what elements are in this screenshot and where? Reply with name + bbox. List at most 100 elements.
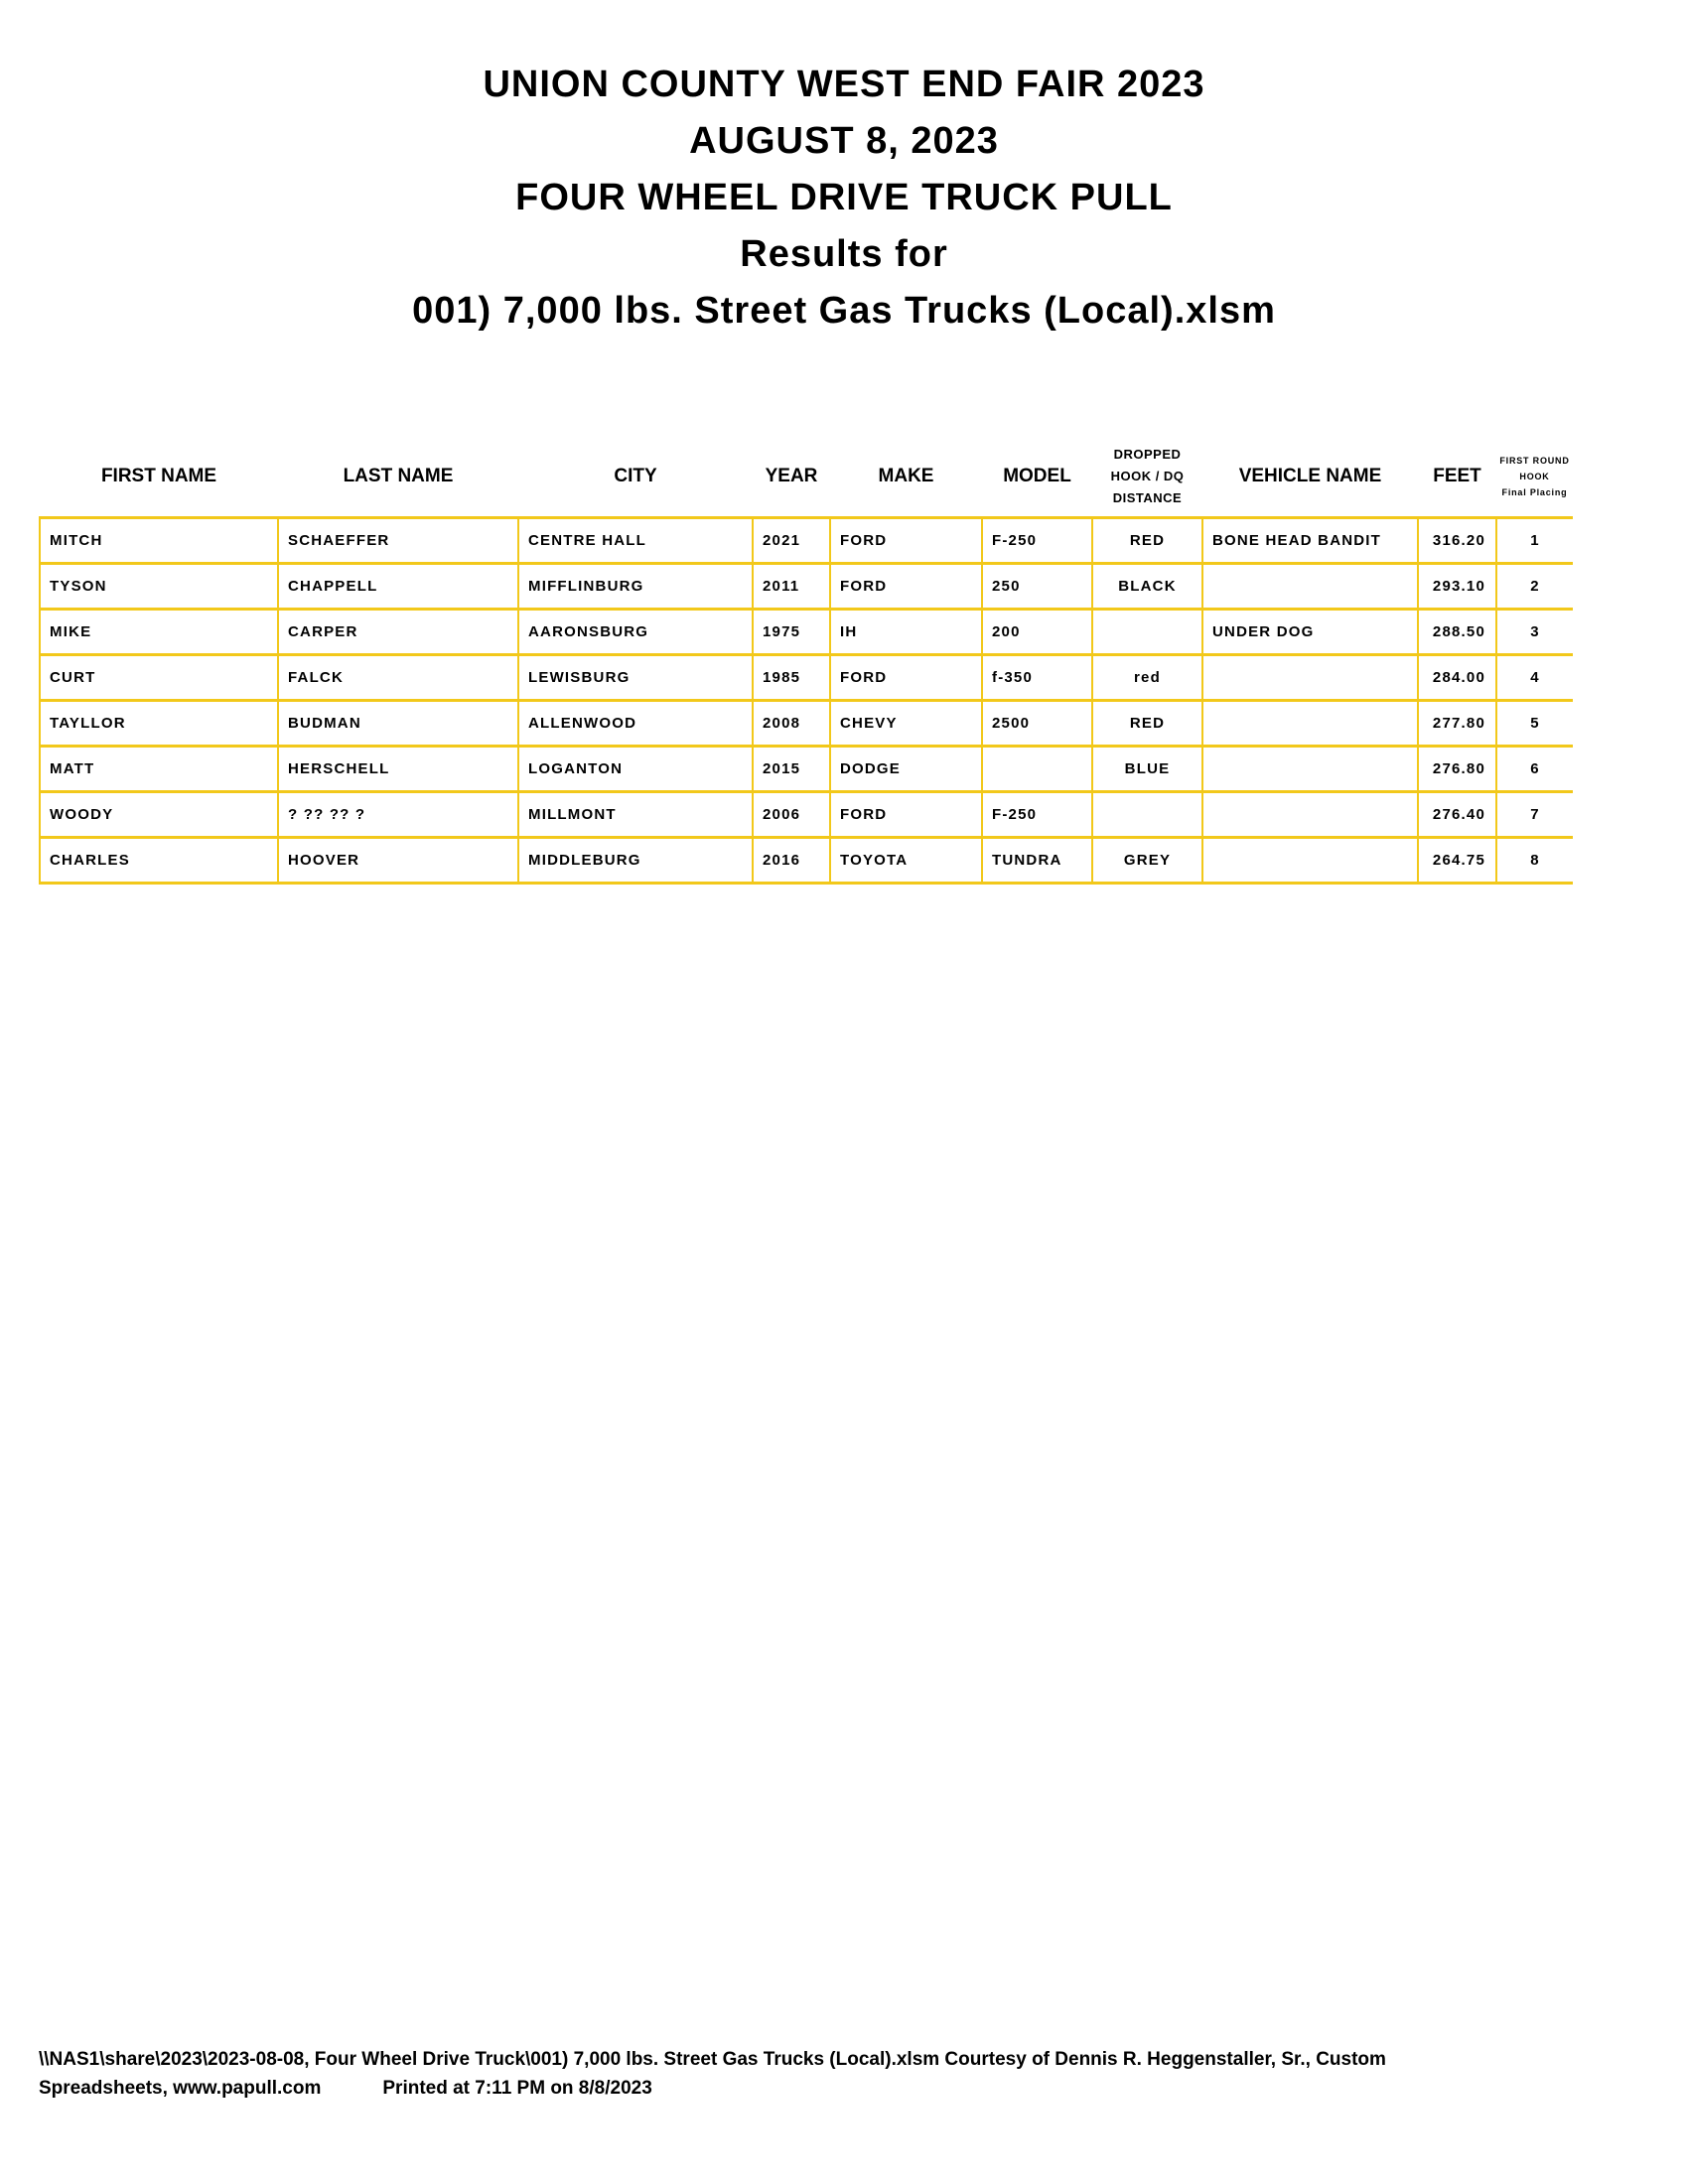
cell-placing: 6: [1495, 745, 1573, 792]
cell-feet: 284.00: [1417, 653, 1496, 701]
header-dropped-hook: DROPPED HOOK / DQ DISTANCE: [1092, 437, 1202, 518]
cell-vehicle-name: BONE HEAD BANDIT: [1201, 516, 1418, 564]
cell-first-name: CHARLES: [39, 836, 278, 885]
header-line: HOOK: [1519, 472, 1550, 481]
cell-model: 250: [981, 562, 1092, 610]
cell-year: 1985: [752, 653, 830, 701]
cell-last-name: FALCK: [277, 653, 518, 701]
cell-last-name: HERSCHELL: [277, 745, 518, 792]
cell-feet: 316.20: [1417, 516, 1496, 564]
cell-city: LEWISBURG: [517, 653, 753, 701]
cell-last-name: SCHAEFFER: [277, 516, 518, 564]
cell-placing: 4: [1495, 653, 1573, 701]
cell-feet: 277.80: [1417, 699, 1496, 747]
cell-city: CENTRE HALL: [517, 516, 753, 564]
cell-last-name: BUDMAN: [277, 699, 518, 747]
table-row: CHARLES HOOVER MIDDLEBURG 2016 TOYOTA TUNDRA G…: [39, 836, 1573, 885]
cell-vehicle-name: [1201, 699, 1418, 747]
table-row: MIKE CARPER AARONSBURG 1975 IH 200 UNDER DOG 28…: [39, 608, 1573, 655]
cell-dropped-hook: RED: [1091, 516, 1202, 564]
cell-vehicle-name: [1201, 562, 1418, 610]
cell-year: 2015: [752, 745, 830, 792]
cell-year: 2021: [752, 516, 830, 564]
header-line: HOOK / DQ: [1110, 469, 1185, 483]
header-placing: FIRST ROUND HOOK Final Placing: [1496, 437, 1573, 518]
footer-printed: Printed at 7:11 PM on 8/8/2023: [382, 2078, 652, 2099]
cell-year: 2008: [752, 699, 830, 747]
header-row: FIRST NAME LAST NAME CITY YEAR MAKE MODEL DROP…: [40, 437, 1573, 518]
cell-last-name: HOOVER: [277, 836, 518, 885]
cell-vehicle-name: [1201, 653, 1418, 701]
cell-last-name: ? ?? ?? ?: [277, 790, 518, 838]
table-row: TYSON CHAPPELL MIFFLINBURG 2011 FORD 250 BLACK…: [39, 562, 1573, 610]
results-for-label: Results for: [740, 233, 948, 275]
cell-year: 2016: [752, 836, 830, 885]
results-table: FIRST NAME LAST NAME CITY YEAR MAKE MODEL DROP…: [39, 437, 1573, 885]
cell-year: 2006: [752, 790, 830, 838]
header-year: YEAR: [765, 466, 818, 486]
cell-first-name: WOODY: [39, 790, 278, 838]
cell-last-name: CARPER: [277, 608, 518, 655]
footer: \\NAS1\share\2023\2023-08-08, Four Wheel…: [39, 2045, 1627, 2103]
cell-city: ALLENWOOD: [517, 699, 753, 747]
cell-city: MILLMONT: [517, 790, 753, 838]
cell-feet: 293.10: [1417, 562, 1496, 610]
cell-make: FORD: [829, 516, 982, 564]
event-date: AUGUST 8, 2023: [689, 120, 999, 162]
event-class: FOUR WHEEL DRIVE TRUCK PULL: [515, 177, 1173, 218]
event-title: UNION COUNTY WEST END FAIR 2023: [483, 64, 1205, 105]
cell-city: LOGANTON: [517, 745, 753, 792]
table-row: MITCH SCHAEFFER CENTRE HALL 2021 FORD F-250 RE…: [39, 516, 1573, 564]
cell-model: F-250: [981, 790, 1092, 838]
cell-model: 2500: [981, 699, 1092, 747]
cell-model: f-350: [981, 653, 1092, 701]
table-row: WOODY? ?? ?? ? MILLMONT 2006 FORD F-250 276.4…: [39, 790, 1573, 838]
cell-placing: 8: [1495, 836, 1573, 885]
cell-placing: 5: [1495, 699, 1573, 747]
header-last-name: LAST NAME: [343, 466, 454, 486]
cell-feet: 276.40: [1417, 790, 1496, 838]
cell-first-name: TYSON: [39, 562, 278, 610]
cell-first-name: MIKE: [39, 608, 278, 655]
cell-make: TOYOTA: [829, 836, 982, 885]
cell-last-name: CHAPPELL: [277, 562, 518, 610]
cell-make: DODGE: [829, 745, 982, 792]
footer-path: \\NAS1\share\2023\2023-08-08, Four Wheel…: [39, 2049, 1386, 2070]
cell-dropped-hook: [1091, 790, 1202, 838]
header-vehicle-name: VEHICLE NAME: [1238, 466, 1382, 486]
cell-city: AARONSBURG: [517, 608, 753, 655]
cell-placing: 2: [1495, 562, 1573, 610]
table-row: CURT FALCK LEWISBURG 1985 FORD f-350 red 284.00…: [39, 653, 1573, 701]
cell-dropped-hook: [1091, 608, 1202, 655]
cell-dropped-hook: BLACK: [1091, 562, 1202, 610]
header-line: DROPPED: [1113, 447, 1182, 462]
cell-vehicle-name: [1201, 790, 1418, 838]
table-row: MATT HERSCHELL LOGANTON 2015 DODGE BLUE 276.80…: [39, 745, 1573, 792]
cell-dropped-hook: red: [1091, 653, 1202, 701]
cell-year: 1975: [752, 608, 830, 655]
cell-placing: 1: [1495, 516, 1573, 564]
cell-first-name: MATT: [39, 745, 278, 792]
cell-city: MIFFLINBURG: [517, 562, 753, 610]
header-line: DISTANCE: [1112, 490, 1183, 505]
header-feet: FEET: [1433, 466, 1481, 486]
cell-model: F-250: [981, 516, 1092, 564]
cell-first-name: CURT: [39, 653, 278, 701]
cell-make: FORD: [829, 562, 982, 610]
cell-dropped-hook: BLUE: [1091, 745, 1202, 792]
cell-feet: 276.80: [1417, 745, 1496, 792]
cell-city: MIDDLEBURG: [517, 836, 753, 885]
cell-vehicle-name: [1201, 836, 1418, 885]
cell-make: CHEVY: [829, 699, 982, 747]
header-model: MODEL: [1003, 466, 1071, 486]
cell-first-name: MITCH: [39, 516, 278, 564]
cell-first-name: TAYLLOR: [39, 699, 278, 747]
cell-vehicle-name: UNDER DOG: [1201, 608, 1418, 655]
header-make: MAKE: [878, 466, 934, 486]
cell-model: 200: [981, 608, 1092, 655]
header-line: Final Placing: [1501, 487, 1568, 497]
cell-placing: 3: [1495, 608, 1573, 655]
cell-model: [981, 745, 1092, 792]
cell-dropped-hook: RED: [1091, 699, 1202, 747]
